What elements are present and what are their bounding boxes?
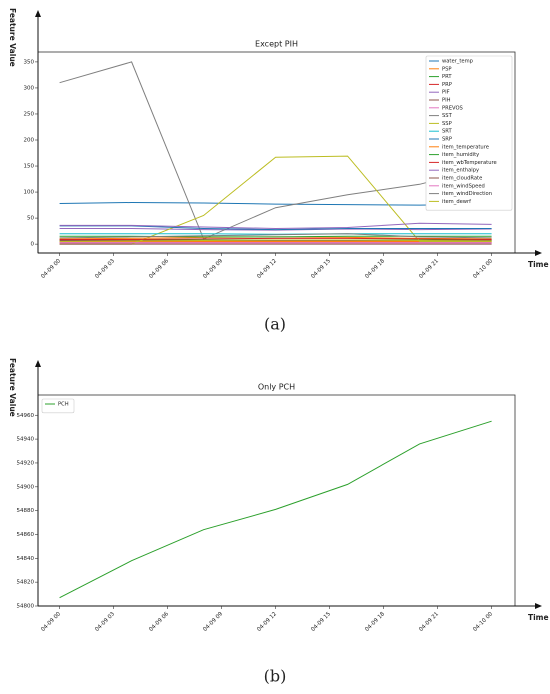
x-tick-label: 04-09 18 <box>364 611 386 633</box>
y-tick-label: 54880 <box>17 508 35 514</box>
x-tick-label: 04-10 00 <box>472 258 494 280</box>
x-tick-label: 04-09 06 <box>148 611 170 633</box>
series-line <box>59 201 492 206</box>
x-tick-label: 04-09 15 <box>310 611 332 633</box>
chart-title: Except PIH <box>255 40 298 49</box>
y-tick-label: 54960 <box>17 413 35 419</box>
x-tick-label: 04-09 03 <box>94 258 116 280</box>
x-axis-label: Time <box>528 613 549 622</box>
y-axis-arrow <box>35 10 41 17</box>
x-tick-label: 04-09 18 <box>364 258 386 280</box>
legend-label: PSP <box>442 66 452 72</box>
chart: Feature Value Time Except PIH (a) 0 50 100 150 2… <box>8 8 549 334</box>
legend-label: item_windSpeed <box>442 183 485 189</box>
series-line <box>59 420 492 599</box>
y-tick-label: 54800 <box>17 604 35 610</box>
x-tick-label: 04-10 00 <box>472 611 494 633</box>
y-tick-label: 54940 <box>17 437 35 443</box>
series-line <box>59 233 492 235</box>
legend-label: item_temperature <box>442 144 489 150</box>
y-tick-label: 250 <box>24 111 35 117</box>
y-tick-label: 54840 <box>17 556 35 562</box>
chart: Feature Value Time Only PCH (b) 54800 54820 54… <box>8 358 549 686</box>
chart-title: Only PCH <box>258 383 295 392</box>
series-line <box>59 239 492 242</box>
y-tick-label: 350 <box>24 59 35 65</box>
legend-label: SRT <box>442 129 453 135</box>
x-tick-label: 04-09 21 <box>418 611 440 633</box>
x-tick-label: 04-09 09 <box>202 258 224 280</box>
legend: PCH <box>41 398 75 414</box>
y-axis-label: Feature Value <box>8 358 17 417</box>
legend-label: SST <box>442 113 453 119</box>
legend-label: SRP <box>442 137 452 143</box>
x-tick-label: 04-09 00 <box>40 611 62 633</box>
x-axis-arrow <box>535 603 542 609</box>
legend-label: PRP <box>442 82 452 88</box>
legend-label: PRT <box>442 74 452 80</box>
legend-label: PREVOS <box>442 105 463 111</box>
x-axis-arrow <box>535 250 542 256</box>
y-tick-label: 100 <box>24 190 35 196</box>
y-tick-label: 54920 <box>17 460 35 466</box>
y-tick-label: 0 <box>31 242 35 248</box>
legend-label: item_enthalpy <box>442 168 479 174</box>
legend-frame <box>425 55 513 211</box>
y-tick-label: 150 <box>24 164 35 170</box>
x-tick-label: 04-09 06 <box>148 258 170 280</box>
legend-label: item_wbTemperature <box>442 160 497 166</box>
y-tick-label: 54820 <box>17 580 35 586</box>
y-tick-label: 54860 <box>17 532 35 538</box>
y-axis-arrow <box>35 360 41 367</box>
plot-frame <box>37 394 516 607</box>
series-line <box>59 222 492 230</box>
caption: (a) <box>264 315 286 334</box>
legend-label: PIF <box>442 90 450 96</box>
legend-frame <box>41 398 75 414</box>
legend-label: item_dewrf <box>442 199 471 205</box>
x-tick-label: 04-09 21 <box>418 258 440 280</box>
x-tick-label: 04-09 03 <box>94 611 116 633</box>
y-axis-label: Feature Value <box>8 8 17 67</box>
legend-label: PIH <box>442 98 451 104</box>
legend-label: PCH <box>58 402 69 408</box>
legend-label: SSP <box>442 121 452 127</box>
x-tick-label: 04-09 15 <box>310 258 332 280</box>
series-line <box>59 237 492 240</box>
x-tick-label: 04-09 12 <box>256 258 278 280</box>
x-tick-label: 04-09 00 <box>40 258 62 280</box>
y-tick-label: 50 <box>27 216 34 222</box>
legend-label: water_temp <box>442 59 474 65</box>
y-tick-label: 200 <box>24 138 35 144</box>
series-line <box>59 235 492 238</box>
legend-label: item_humidity <box>442 152 479 158</box>
series-line <box>59 233 492 239</box>
series-line <box>59 61 492 240</box>
x-tick-label: 04-09 09 <box>202 611 224 633</box>
legend-label: item_windDirection <box>442 191 492 197</box>
legend-label: item_cloudRate <box>442 176 482 182</box>
y-tick-label: 300 <box>24 85 35 91</box>
y-tick-label: 54900 <box>17 484 35 490</box>
caption: (b) <box>264 667 287 686</box>
x-tick-label: 04-09 12 <box>256 611 278 633</box>
x-axis-label: Time <box>528 260 549 269</box>
